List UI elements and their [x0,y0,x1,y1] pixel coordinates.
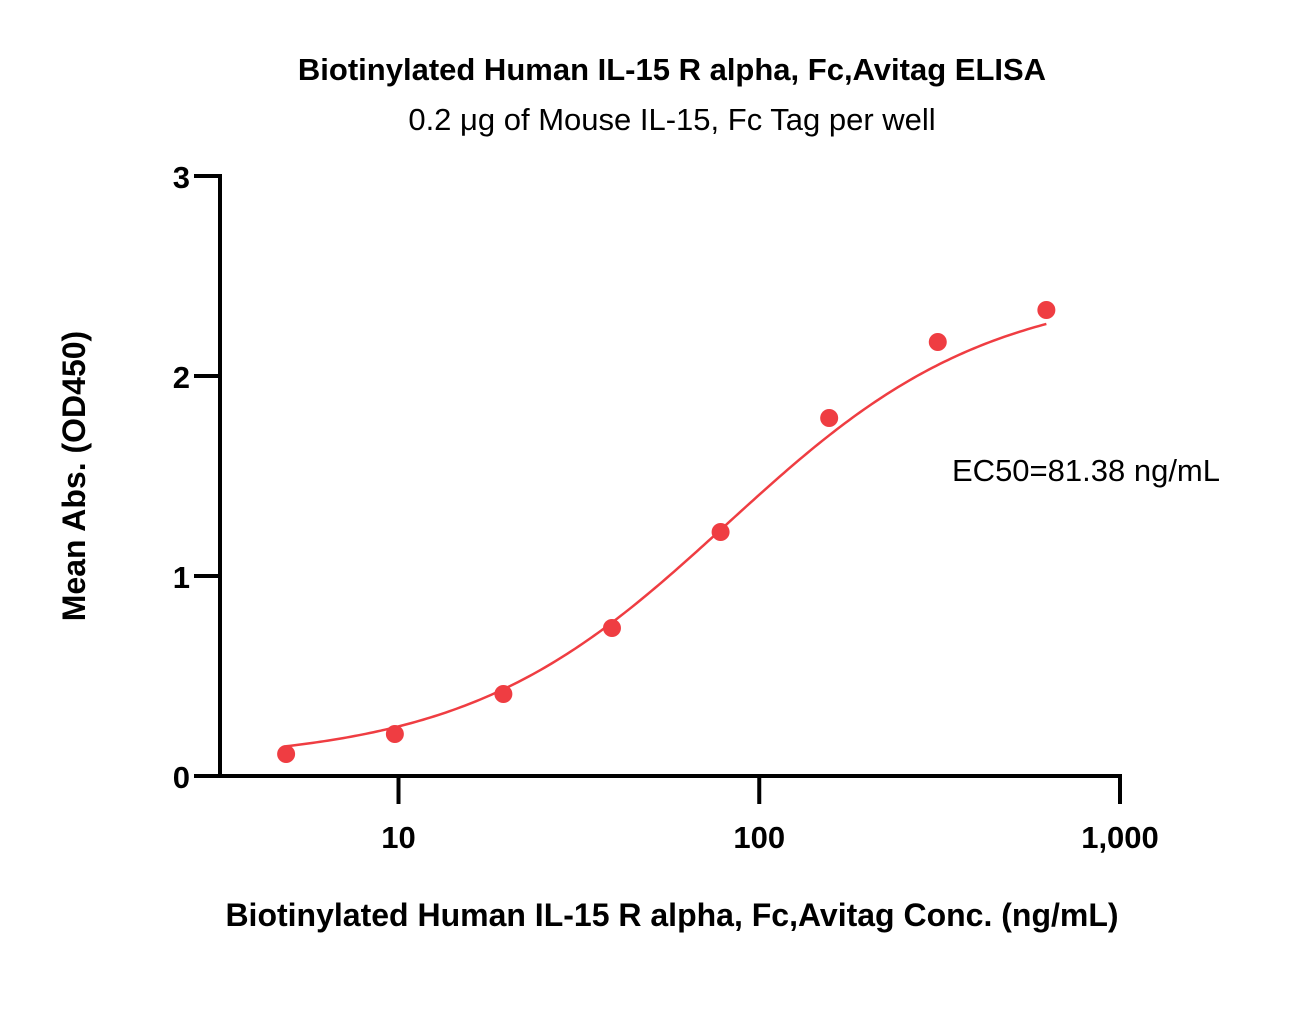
tick-labels: 0 1 2 3 10 100 1,000 [173,160,1159,855]
data-point [820,409,839,427]
y-tick-label: 0 [173,760,190,795]
y-axis-label: Mean Abs. (OD450) [56,331,92,621]
data-point [385,725,404,743]
x-tick-label: 10 [381,820,415,855]
data-point [602,619,621,637]
x-tick-label: 1,000 [1081,820,1159,855]
data-point [277,745,296,763]
data-point [711,523,730,541]
y-tick-label: 2 [173,360,190,395]
chart-subtitle: 0.2 μg of Mouse IL-15, Fc Tag per well [408,102,935,137]
x-tick-label: 100 [733,820,785,855]
data-point [928,333,947,351]
chart-title: Biotinylated Human IL-15 R alpha, Fc,Avi… [298,52,1046,87]
y-tick-label: 3 [173,160,190,195]
y-tick-label: 1 [173,560,190,595]
data-series [277,301,1056,763]
axes [194,174,1122,804]
data-point [494,685,513,703]
x-axis-label: Biotinylated Human IL-15 R alpha, Fc,Avi… [225,897,1118,933]
fit-curve [285,322,1047,748]
data-point [1037,301,1056,319]
ec50-annotation: EC50=81.38 ng/mL [952,453,1220,488]
